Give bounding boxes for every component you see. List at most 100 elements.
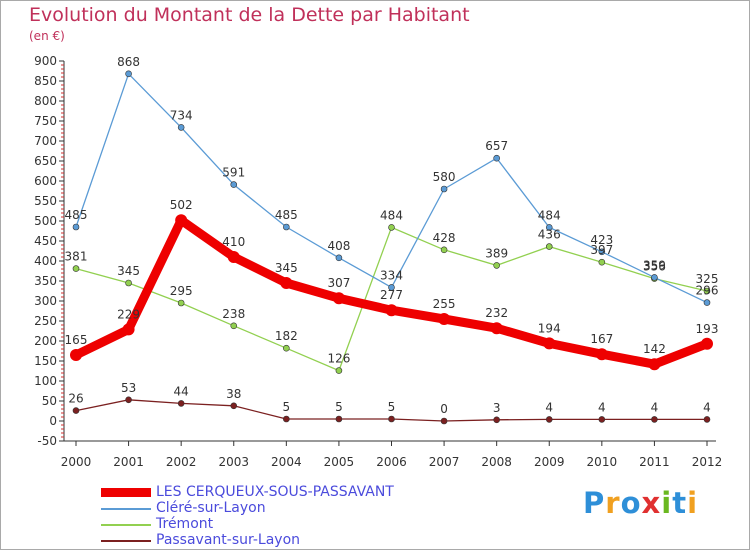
x-tick-label: 2004 bbox=[271, 455, 302, 469]
series-0-point bbox=[543, 337, 556, 350]
series-3-data-label: 5 bbox=[388, 400, 396, 414]
y-tick-label: 450 bbox=[34, 234, 57, 248]
series-1-data-label: 734 bbox=[170, 108, 193, 122]
x-tick-label: 2010 bbox=[587, 455, 618, 469]
series-3-point bbox=[651, 416, 658, 423]
x-tick-label: 2012 bbox=[692, 455, 723, 469]
series-2-data-label: 397 bbox=[590, 243, 613, 257]
series-1-point bbox=[493, 154, 500, 162]
series-3-data-label: 26 bbox=[68, 392, 83, 406]
series-0-point bbox=[122, 323, 135, 336]
series-1-data-label: 591 bbox=[222, 166, 245, 180]
y-tick-label: 550 bbox=[34, 194, 57, 208]
x-tick-label: 2006 bbox=[376, 455, 407, 469]
y-tick-label: 0 bbox=[49, 414, 57, 428]
logo-letter: t bbox=[672, 486, 688, 520]
y-tick-label: 150 bbox=[34, 354, 57, 368]
y-tick-label: 600 bbox=[34, 174, 57, 188]
series-3-data-label: 4 bbox=[598, 400, 606, 414]
series-0-data-label: 277 bbox=[380, 288, 403, 302]
series-3-data-label: 53 bbox=[121, 381, 136, 395]
x-tick-label: 2007 bbox=[429, 455, 460, 469]
x-tick-label: 2003 bbox=[218, 455, 249, 469]
series-3-data-label: 5 bbox=[335, 400, 343, 414]
x-tick-label: 2009 bbox=[534, 455, 565, 469]
chart-lines bbox=[70, 70, 713, 425]
series-2-data-label: 389 bbox=[485, 246, 508, 260]
x-tick-label: 2005 bbox=[324, 455, 355, 469]
series-3-data-label: 44 bbox=[174, 384, 189, 398]
series-1-data-label: 868 bbox=[117, 55, 140, 69]
series-2-data-label: 325 bbox=[696, 272, 719, 286]
series-2-point bbox=[440, 246, 448, 254]
series-2-point bbox=[545, 243, 553, 250]
legend-swatch-series-2 bbox=[101, 524, 151, 526]
series-2-point bbox=[598, 258, 606, 266]
y-tick-label: 200 bbox=[34, 334, 57, 348]
series-0-data-label: 229 bbox=[117, 307, 140, 321]
legend-label-series-0: LES CERQUEUX-SOUS-PASSAVANT bbox=[156, 484, 394, 500]
series-1-data-label: 423 bbox=[590, 233, 613, 247]
chart-subtitle: (en €) bbox=[29, 29, 65, 43]
series-1-data-label: 485 bbox=[275, 208, 298, 222]
series-0-point bbox=[701, 337, 713, 350]
series-3-point bbox=[703, 416, 711, 423]
x-tick-label: 2008 bbox=[481, 455, 512, 469]
series-0-point bbox=[648, 358, 661, 371]
series-1-data-label: 408 bbox=[327, 239, 350, 253]
legend-label-series-3: Passavant-sur-Layon bbox=[156, 532, 301, 548]
series-0-point bbox=[280, 277, 293, 289]
series-3-point bbox=[335, 415, 343, 423]
series-2-data-label: 238 bbox=[222, 307, 245, 321]
series-2-data-label: 345 bbox=[117, 264, 140, 278]
series-0-data-label: 345 bbox=[275, 261, 298, 275]
series-3-point bbox=[283, 415, 290, 423]
series-3-data-label: 5 bbox=[283, 400, 291, 414]
y-tick-label: 350 bbox=[34, 274, 57, 288]
logo-letter: P bbox=[583, 486, 606, 520]
x-tick-label: 2001 bbox=[113, 455, 144, 469]
series-2-data-label: 484 bbox=[380, 208, 403, 222]
y-tick-label: 850 bbox=[34, 74, 57, 88]
series-3-point bbox=[598, 416, 606, 423]
series-2-point bbox=[703, 287, 711, 295]
series-1-point bbox=[651, 274, 658, 281]
series-1-point bbox=[177, 124, 185, 131]
series-0-point bbox=[595, 348, 608, 361]
y-tick-label: -50 bbox=[37, 434, 57, 448]
logo-letter: x bbox=[641, 486, 662, 520]
series-2-data-label: 295 bbox=[170, 284, 193, 298]
legend-swatch-series-1 bbox=[101, 508, 151, 510]
series-0-data-label: 167 bbox=[590, 332, 613, 346]
series-0-data-label: 307 bbox=[327, 276, 350, 290]
series-0-point bbox=[490, 322, 503, 335]
series-3-data-label: 38 bbox=[226, 387, 241, 401]
series-1-point bbox=[545, 224, 553, 231]
x-tick-label: 2011 bbox=[639, 455, 670, 469]
series-3-data-label: 4 bbox=[703, 400, 711, 414]
x-tick-label: 2002 bbox=[166, 455, 197, 469]
series-1-data-label: 359 bbox=[643, 258, 666, 272]
series-3-data-label: 4 bbox=[545, 400, 553, 414]
series-2-point bbox=[335, 367, 343, 374]
series-0-data-label: 193 bbox=[696, 322, 719, 336]
series-2-data-label: 436 bbox=[538, 228, 561, 242]
logo-letter: o bbox=[620, 486, 642, 520]
y-tick-label: 400 bbox=[34, 254, 57, 268]
series-0-data-label: 194 bbox=[538, 321, 561, 335]
series-2-point bbox=[283, 344, 290, 352]
series-2-point bbox=[230, 322, 238, 330]
y-tick-label: 250 bbox=[34, 314, 57, 328]
series-0-point bbox=[385, 304, 398, 317]
series-2-data-label: 126 bbox=[327, 352, 350, 366]
series-1-point bbox=[440, 185, 448, 193]
series-0-point bbox=[70, 349, 82, 361]
series-1-data-label: 657 bbox=[485, 139, 508, 153]
y-tick-label: 750 bbox=[34, 114, 57, 128]
series-1-point bbox=[335, 254, 343, 262]
y-tick-label: 500 bbox=[34, 214, 57, 228]
logo-letter: i bbox=[661, 486, 673, 520]
series-0-data-label: 255 bbox=[433, 297, 456, 311]
